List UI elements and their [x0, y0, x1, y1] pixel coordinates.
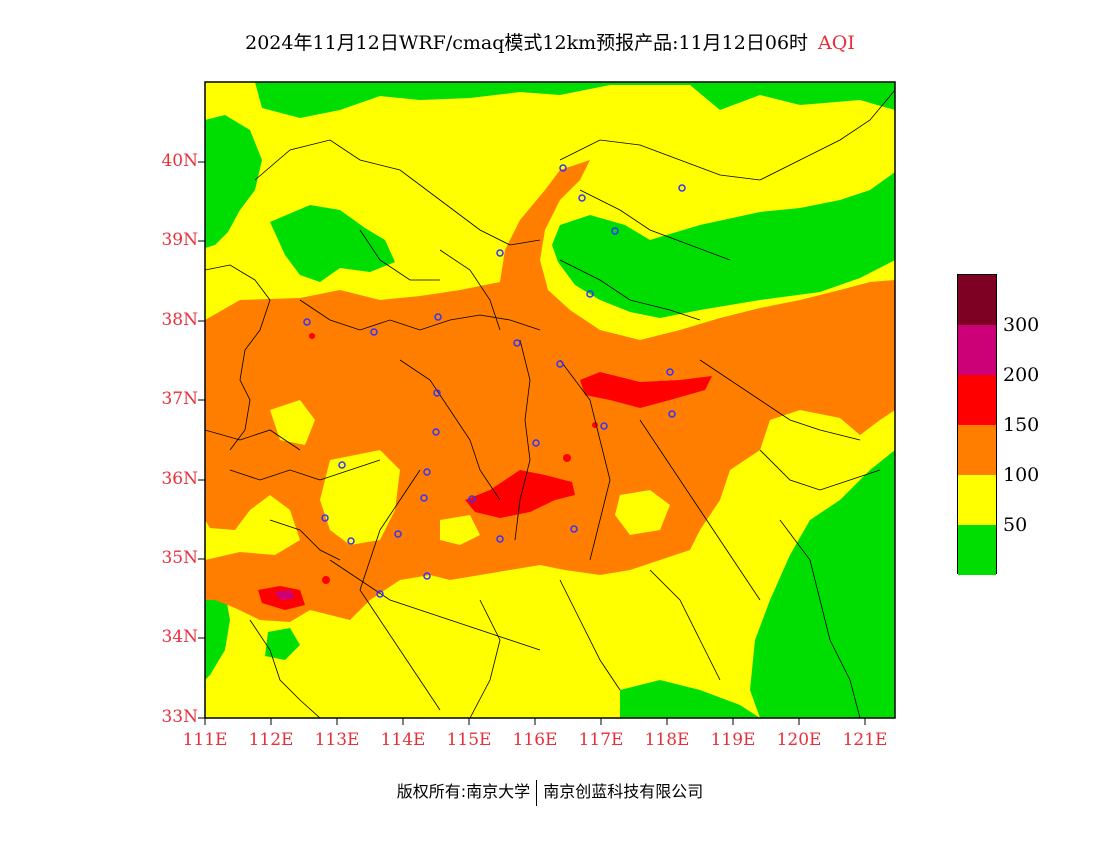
- lon-label-116e: 116E: [512, 730, 558, 750]
- legend-swatch-unhealthy: [958, 375, 996, 425]
- aqi-zone-unhealthy-5: [309, 333, 315, 339]
- legend-swatch-very-unhealthy: [958, 325, 996, 375]
- lon-label-120e: 120E: [776, 730, 822, 750]
- copyright-footer: 版权所有:南京大学 南京创蓝科技有限公司: [0, 778, 1100, 806]
- footer-separator: [536, 779, 538, 806]
- axis-ticks: [198, 161, 866, 725]
- legend-tick-100: 100: [1003, 464, 1040, 486]
- aqi-zone-unhealthy-2: [465, 470, 575, 518]
- lon-label-115e: 115E: [446, 730, 492, 750]
- lon-label-118e: 118E: [644, 730, 690, 750]
- map-title: 2024年11月12日WRF/cmaq模式12km预报产品:11月12日06时 A…: [0, 28, 1100, 55]
- aqi-zone-good-north: [255, 82, 895, 118]
- aqi-zone-moderate-hole3: [615, 490, 670, 535]
- lon-label-119e: 119E: [710, 730, 756, 750]
- aqi-legend: [957, 274, 997, 575]
- lat-label-37n: 37N: [161, 389, 198, 409]
- aqi-zone-good-sw2: [265, 628, 300, 660]
- lat-label-38n: 38N: [161, 310, 198, 330]
- lon-label-117e: 117E: [578, 730, 624, 750]
- lat-label-36n: 36N: [161, 469, 198, 489]
- lat-label-33n: 33N: [161, 707, 198, 727]
- lat-label-40n: 40N: [161, 151, 198, 171]
- legend-tick-200: 200: [1003, 364, 1040, 386]
- lon-label-121e: 121E: [842, 730, 888, 750]
- aqi-zone-unhealthy-4: [322, 576, 330, 584]
- lon-label-113e: 113E: [314, 730, 360, 750]
- legend-swatch-good: [958, 525, 996, 575]
- aqi-zone-unhealthy-6: [563, 454, 571, 462]
- aqi-field: [205, 82, 895, 718]
- aqi-zone-good-sw: [205, 588, 230, 680]
- footer-right: 南京创蓝科技有限公司: [543, 782, 704, 801]
- aqi-zone-good-nw: [205, 115, 262, 248]
- station-markers: [303, 164, 686, 598]
- title-main: 2024年11月12日WRF/cmaq模式12km预报产品:11月12日06时: [245, 32, 809, 54]
- legend-swatch-moderate: [958, 475, 996, 525]
- aqi-zone-moderate-hole1: [270, 400, 315, 445]
- aqi-zone-very-unhealthy: [275, 590, 295, 600]
- footer-left: 版权所有:南京大学: [396, 782, 531, 801]
- lat-label-35n: 35N: [161, 548, 198, 568]
- legend-tick-300: 300: [1003, 314, 1040, 336]
- admin-boundaries: [205, 89, 895, 718]
- aqi-zone-moderate-hole4: [440, 515, 480, 545]
- lon-label-114e: 114E: [380, 730, 426, 750]
- aqi-zone-good-west: [270, 205, 395, 282]
- lat-label-39n: 39N: [161, 230, 198, 250]
- lon-label-112e: 112E: [248, 730, 294, 750]
- aqi-zone-good-se: [750, 450, 895, 718]
- aqi-zone-good-south: [620, 680, 760, 718]
- lon-label-111e: 111E: [182, 730, 228, 750]
- legend-swatch-hazardous: [958, 275, 996, 325]
- aqi-zone-unhealthy-1: [580, 372, 712, 408]
- aqi-zone-good-east: [552, 172, 895, 318]
- legend-tick-50: 50: [1003, 514, 1028, 536]
- legend-swatch-usg: [958, 425, 996, 475]
- title-variable: AQI: [818, 32, 855, 54]
- lat-label-34n: 34N: [161, 627, 198, 647]
- legend-tick-150: 150: [1003, 414, 1040, 436]
